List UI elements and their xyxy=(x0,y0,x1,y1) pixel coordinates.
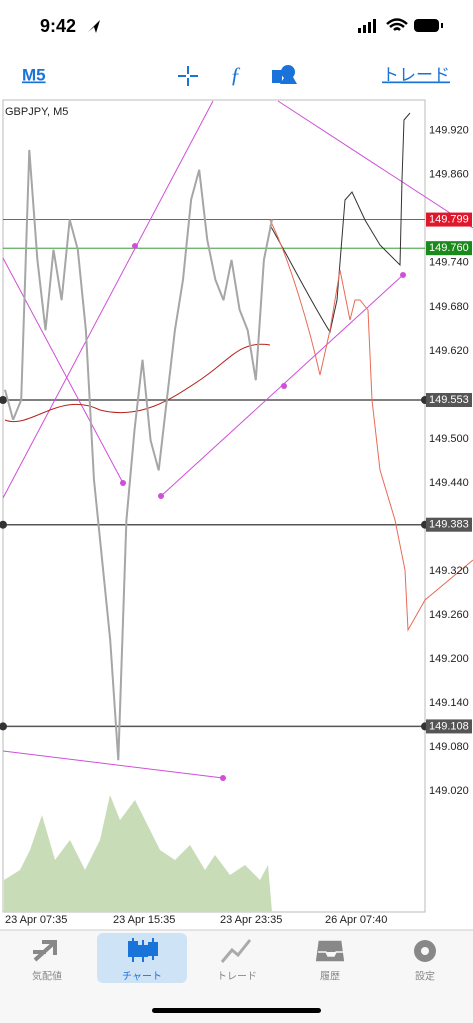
price-line xyxy=(4,149,273,761)
tab-bar xyxy=(0,930,473,1023)
y-tick-label: 149.200 xyxy=(429,653,469,665)
volume-area xyxy=(4,795,272,912)
tab-icons xyxy=(33,938,436,963)
y-tick-label: 149.920 xyxy=(429,125,469,137)
trade-button[interactable]: トレード xyxy=(382,65,450,84)
y-tick-label: 149.320 xyxy=(429,565,469,577)
price-tag-label: 149.108 xyxy=(429,720,469,732)
y-tick-label: 149.860 xyxy=(429,169,469,181)
y-tick-label: 149.440 xyxy=(429,477,469,489)
timeframe-button[interactable]: M5 xyxy=(22,65,46,84)
price-tag xyxy=(426,393,472,408)
forecast-drawing-red xyxy=(269,219,473,632)
y-tick-label: 149.680 xyxy=(429,301,469,313)
battery-cap xyxy=(441,23,443,28)
indicator-button[interactable]: ƒ xyxy=(230,62,241,87)
tab-label[interactable]: 設定 xyxy=(415,971,435,983)
y-tick-label: 149.140 xyxy=(429,697,469,709)
price-tag-label: 149.553 xyxy=(429,394,469,406)
price-line-handle xyxy=(0,396,7,405)
chart-symbol: GBPJPY, M5 xyxy=(5,106,68,118)
y-tick-label: 149.620 xyxy=(429,345,469,357)
price-tag xyxy=(426,719,472,734)
tab-label[interactable]: 履歴 xyxy=(320,971,340,983)
location-icon xyxy=(88,20,100,33)
y-tick-label: 149.260 xyxy=(429,609,469,621)
price-tag xyxy=(426,212,472,227)
objects-button[interactable] xyxy=(272,65,297,84)
y-tick-label: 149.020 xyxy=(429,785,469,797)
forecast-drawing xyxy=(269,112,411,334)
plot-frame xyxy=(2,99,426,913)
y-tick-label: 149.080 xyxy=(429,741,469,753)
price-tag-label: 149.799 xyxy=(429,213,469,225)
tab-label[interactable]: 気配値 xyxy=(32,970,62,983)
x-tick-label: 26 Apr 07:40 xyxy=(325,914,387,926)
price-tag xyxy=(426,241,472,256)
price-tag-label: 149.383 xyxy=(429,519,469,531)
x-tick-label: 23 Apr 23:35 xyxy=(220,914,282,926)
trend-anchors xyxy=(120,243,406,781)
wifi-icon xyxy=(386,18,408,31)
price-line-handle xyxy=(0,722,7,731)
moving-average xyxy=(4,343,271,423)
price-tag-label: 149.760 xyxy=(429,242,469,254)
price-line-handle xyxy=(0,520,7,529)
price-tag xyxy=(426,517,472,532)
data-layer xyxy=(4,149,273,761)
status-time: 9:42 xyxy=(40,16,76,36)
x-tick-label: 23 Apr 07:35 xyxy=(5,914,67,926)
home-indicator xyxy=(152,1008,321,1013)
axis-layer: 149.920 149.860 149.740 149.680 149.620 149.5… xyxy=(5,125,472,926)
signal-icon xyxy=(358,19,376,33)
battery-icon xyxy=(414,19,439,32)
y-tick-label: 149.740 xyxy=(429,257,469,269)
x-tick-label: 23 Apr 15:35 xyxy=(113,914,175,926)
crosshair-button[interactable] xyxy=(178,66,198,86)
tab-label[interactable]: チャート xyxy=(122,971,162,983)
tab-label[interactable]: トレード xyxy=(217,972,257,983)
y-tick-label: 149.500 xyxy=(429,433,469,445)
